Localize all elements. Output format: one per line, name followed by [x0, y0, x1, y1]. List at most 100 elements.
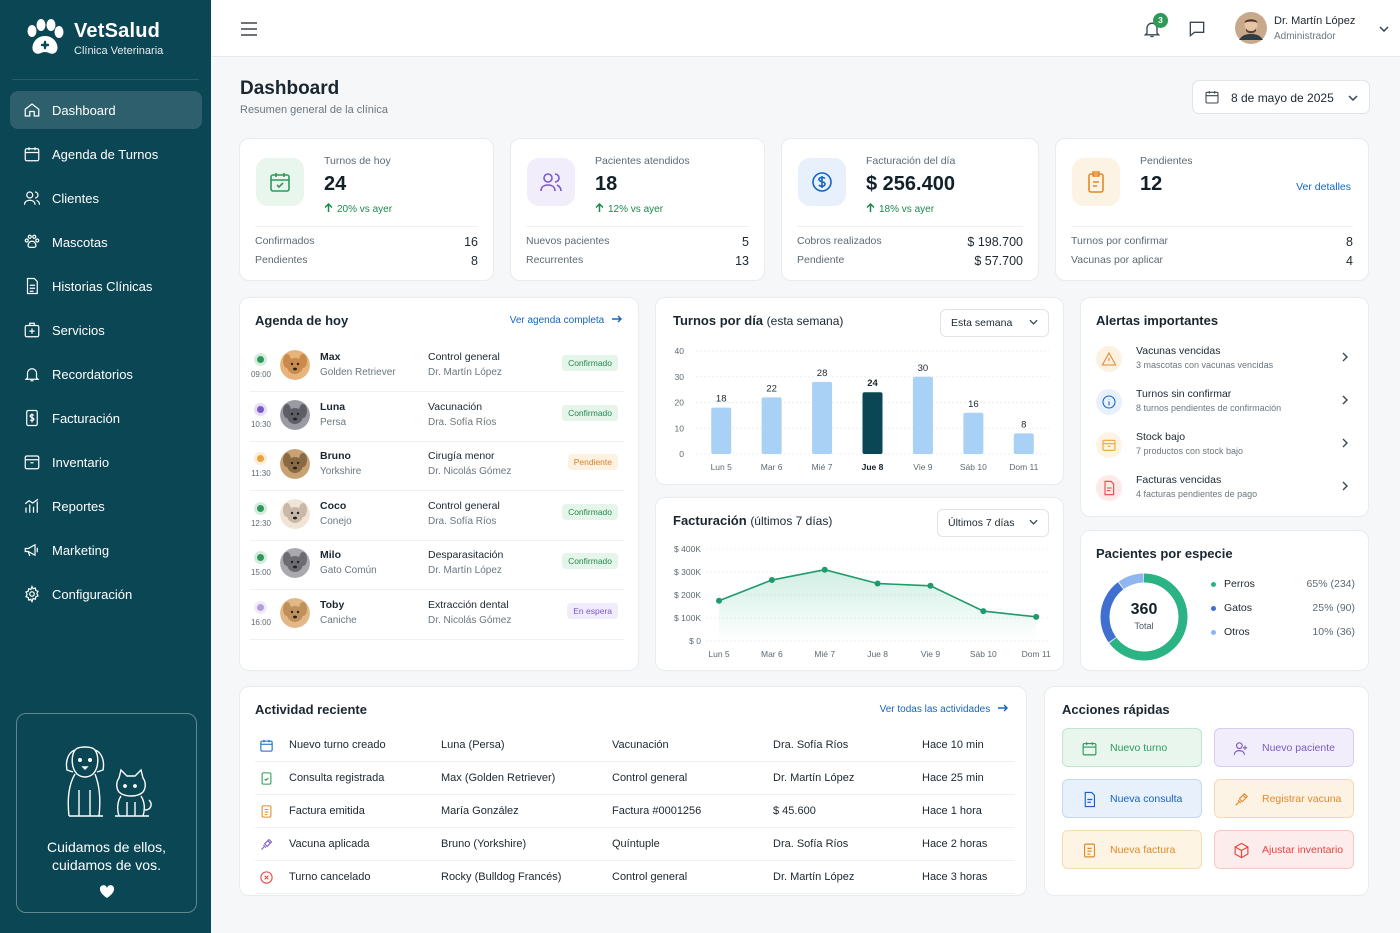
- agenda-row[interactable]: 16:00 Toby Caniche Extracción dental Dr.…: [250, 591, 624, 640]
- alert-item[interactable]: Vacunas vencidas 3 mascotas con vacunas …: [1096, 338, 1352, 380]
- notifications-button[interactable]: 3: [1141, 13, 1168, 42]
- appointment-time: 12:30: [250, 518, 272, 528]
- activity-action: Nuevo turno creado: [289, 739, 386, 751]
- alert-item[interactable]: Stock bajo 7 productos con stock bajo: [1096, 424, 1352, 466]
- turnos-bar-chart: 0 10 20 30 40 18 Lun 5 22 Mar 6 28 Mié 7 24 Jue 8 30 V…: [675, 346, 1049, 472]
- data-point: [716, 597, 722, 604]
- activity-subject: Rocky (Bulldog Francés): [441, 871, 562, 883]
- ver-detalles-link[interactable]: Ver detalles: [1296, 181, 1351, 193]
- date-picker-value: 8 de mayo de 2025: [1231, 91, 1334, 105]
- activity-row[interactable]: Turno cancelado Rocky (Bulldog Francés) …: [255, 861, 1015, 894]
- divider: [255, 226, 478, 227]
- bar: [912, 376, 933, 454]
- sidebar-item-servicios[interactable]: Servicios: [10, 311, 202, 349]
- pet-name: Bruno: [320, 450, 351, 462]
- service-name: Control general: [428, 351, 500, 363]
- stat-row: Pendientes 8: [255, 254, 478, 268]
- activity-row[interactable]: Consulta registrada Max (Golden Retrieve…: [255, 762, 1015, 795]
- sidebar-item-mascotas[interactable]: Mascotas: [10, 223, 202, 261]
- status-dot: [257, 455, 264, 462]
- data-point: [1033, 613, 1040, 620]
- sidebar-item-marketing[interactable]: Marketing: [10, 531, 202, 569]
- stat-icon-box: [256, 158, 304, 206]
- sidebar-item-recordatorios[interactable]: Recordatorios: [10, 355, 202, 393]
- nuevo-paciente-button[interactable]: Nuevo paciente: [1214, 728, 1354, 767]
- sidebar-item-inventario[interactable]: Inventario: [10, 443, 202, 481]
- stat-card-turnos[interactable]: Turnos de hoy 24 20% vs ayer Confirmados…: [239, 138, 494, 281]
- stat-row: Cobros realizados $ 198.700: [797, 235, 1023, 249]
- section-title: Agenda de hoy: [255, 313, 349, 328]
- agenda-row[interactable]: 09:00 Max Golden Retriever Control gener…: [250, 343, 624, 392]
- sidebar-item-dashboard[interactable]: Dashboard: [10, 91, 202, 129]
- sidebar-item-historias[interactable]: Historias Clínicas: [10, 267, 202, 305]
- stat-card-facturacion[interactable]: Facturación del día $ 256.400 18% vs aye…: [781, 138, 1039, 281]
- agenda-row[interactable]: 12:30 Coco Conejo Control general Dra. S…: [250, 492, 624, 541]
- service-name: Cirugía menor: [428, 450, 495, 462]
- bar-value-label: 8: [1021, 419, 1026, 430]
- sidebar-item-label: Reportes: [52, 498, 105, 514]
- alert-title: Facturas vencidas: [1136, 474, 1222, 486]
- alert-item[interactable]: Turnos sin confirmar 8 turnos pendientes…: [1096, 381, 1352, 423]
- ver-actividades-link[interactable]: Ver todas las actividades: [880, 704, 1008, 715]
- ver-agenda-link[interactable]: Ver agenda completa: [510, 315, 622, 326]
- quick-action-label: Nuevo turno: [1110, 741, 1168, 754]
- brand[interactable]: VetSalud Clínica Veterinaria: [22, 18, 163, 58]
- activity-row[interactable]: Factura emitida María González Factura #…: [255, 795, 1015, 828]
- sidebar-item-clientes[interactable]: Clientes: [10, 179, 202, 217]
- range-select[interactable]: Últimos 7 días: [937, 509, 1049, 537]
- menu-icon[interactable]: [240, 22, 258, 36]
- sidebar-item-facturacion[interactable]: Facturación: [10, 399, 202, 437]
- sidebar-item-reportes[interactable]: Reportes: [10, 487, 202, 525]
- pet-name: Toby: [320, 598, 345, 611]
- activity-subject: María González: [441, 805, 519, 817]
- stat-label: Pendientes: [1140, 155, 1193, 167]
- bar-value-label: 30: [918, 363, 929, 374]
- facturacion-line-chart: $ 0 $ 100K $ 200K $ 300K $ 400K Lun 5 Mar 6 Mié…: [674, 544, 1051, 659]
- activity-detail: Vacunación: [612, 739, 669, 751]
- gear-icon: [25, 585, 39, 603]
- alert-item[interactable]: Facturas vencidas 4 facturas pendientes …: [1096, 467, 1352, 509]
- bar: [812, 381, 833, 454]
- section-title: Acciones rápidas: [1062, 702, 1170, 717]
- chat-icon[interactable]: [1187, 19, 1207, 39]
- stat-card-pacientes[interactable]: Pacientes atendidos 18 12% vs ayer Nuevo…: [510, 138, 765, 281]
- date-picker[interactable]: 8 de mayo de 2025: [1192, 80, 1370, 114]
- legend-label: Gatos: [1224, 602, 1253, 614]
- y-tick-label: 30: [675, 372, 685, 382]
- activity-detail: Control general: [612, 871, 688, 883]
- donut-total-label: Total: [1134, 621, 1154, 631]
- registrar-vacuna-button[interactable]: Registrar vacuna: [1214, 779, 1354, 818]
- nuevo-turno-button[interactable]: Nuevo turno: [1062, 728, 1202, 767]
- stat-value: 18: [595, 173, 618, 195]
- sidebar-item-agenda[interactable]: Agenda de Turnos: [10, 135, 202, 173]
- stat-label: Pacientes atendidos: [595, 155, 690, 167]
- activity-row[interactable]: Nuevo turno creado Luna (Persa) Vacunaci…: [255, 729, 1015, 762]
- agenda-row[interactable]: 15:00 Milo Gato Común Desparasitación Dr…: [250, 541, 624, 590]
- nueva-factura-button[interactable]: Nueva factura: [1062, 830, 1202, 869]
- species-donut-chart: [1100, 573, 1188, 661]
- user-menu[interactable]: Dr. Martín López Administrador: [1235, 12, 1395, 46]
- activity-time: Hace 1 hora: [922, 805, 982, 817]
- nueva-consulta-button[interactable]: Nueva consulta: [1062, 779, 1202, 818]
- activity-time: Hace 3 horas: [922, 871, 988, 883]
- divider: [797, 226, 1023, 227]
- arrow-up-icon: [866, 202, 875, 212]
- y-tick-label: 20: [675, 398, 685, 408]
- agenda-row[interactable]: 11:30 Bruno Yorkshire Cirugía menor Dr. …: [250, 442, 624, 491]
- stat-card-pendientes[interactable]: Pendientes 12 Ver detalles Turnos por co…: [1055, 138, 1369, 281]
- sidebar-item-configuracion[interactable]: Configuración: [10, 575, 202, 613]
- divider: [1071, 226, 1353, 227]
- invoice-icon: [1096, 475, 1122, 501]
- data-point: [768, 577, 775, 584]
- sidebar-item-label: Historias Clínicas: [52, 278, 153, 294]
- stat-row: Nuevos pacientes 5: [526, 235, 749, 249]
- clipboard-icon: [1088, 171, 1104, 193]
- brand-name: VetSalud: [74, 19, 161, 42]
- week-select[interactable]: Esta semana: [940, 309, 1049, 337]
- activity-row[interactable]: Vacuna aplicada Bruno (Yorkshire) Quíntu…: [255, 828, 1015, 861]
- heart-icon: [99, 885, 115, 898]
- agenda-row[interactable]: 10:30 Luna Persa Vacunación Dra. Sofía R…: [250, 393, 624, 442]
- facturacion-chart-card: Facturación (últimos 7 días) Últimos 7 d…: [655, 497, 1064, 671]
- section-title: Actividad reciente: [255, 702, 367, 717]
- ajustar-inventario-button[interactable]: Ajustar inventario: [1214, 830, 1354, 869]
